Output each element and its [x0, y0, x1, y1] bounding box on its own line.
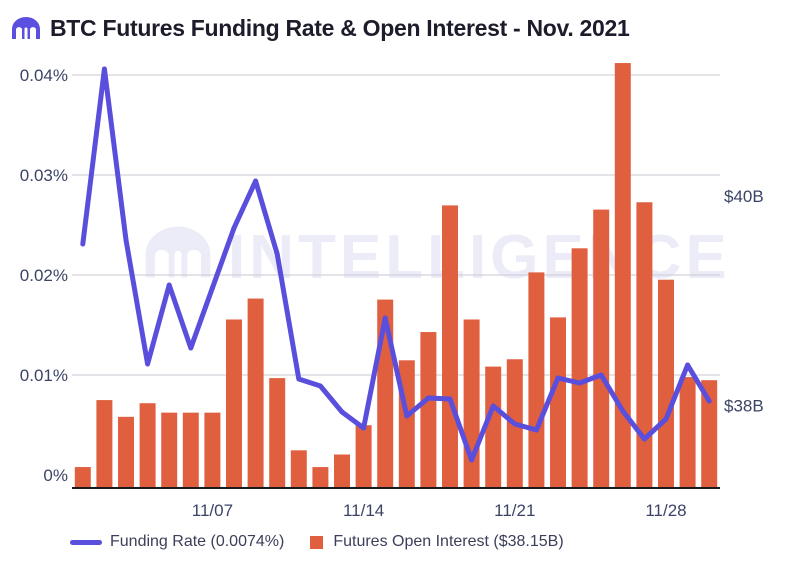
open-interest-bar[interactable]: [334, 454, 350, 488]
open-interest-bar[interactable]: [463, 319, 480, 488]
open-interest-bar[interactable]: [74, 467, 91, 488]
open-interest-bar[interactable]: [247, 298, 264, 488]
funding-rate-point[interactable]: [296, 376, 302, 382]
open-interest-bar[interactable]: [420, 332, 437, 488]
y-axis-left-ticks: 0% 0.01% 0.02% 0.03% 0.04%: [20, 66, 68, 485]
funding-rate-point[interactable]: [404, 413, 410, 419]
legend-label-funding-rate: Funding Rate (0.0074%): [110, 533, 285, 550]
funding-rate-point[interactable]: [598, 372, 604, 378]
open-interest-bar[interactable]: [593, 209, 610, 488]
open-interest-bar[interactable]: [139, 403, 156, 488]
watermark-logo-icon: [145, 226, 211, 278]
y-tick-label: 0.02%: [20, 266, 68, 285]
open-interest-bar[interactable]: [485, 366, 502, 488]
funding-rate-point[interactable]: [382, 315, 388, 321]
funding-rate-point[interactable]: [447, 396, 453, 402]
y-tick-label: 0.03%: [20, 166, 68, 185]
y-axis-right-ticks: $38B $40B: [724, 187, 764, 415]
x-axis-ticks: 11/07 11/14 11/21 11/28: [192, 501, 687, 520]
funding-rate-point[interactable]: [512, 421, 518, 427]
open-interest-bar[interactable]: [204, 412, 221, 488]
open-interest-bars: [74, 63, 718, 489]
funding-rate-point[interactable]: [663, 416, 669, 422]
funding-rate-point[interactable]: [642, 436, 647, 442]
open-interest-bar[interactable]: [226, 319, 242, 488]
funding-rate-point[interactable]: [145, 361, 151, 367]
y-tick-label: 0%: [43, 466, 68, 485]
funding-rate-point[interactable]: [361, 425, 366, 431]
open-interest-bar[interactable]: [442, 205, 458, 489]
x-tick-label: 11/28: [645, 501, 686, 520]
legend-item-open-interest[interactable]: Futures Open Interest ($38.15B): [310, 533, 564, 551]
open-interest-bar[interactable]: [290, 450, 307, 488]
funding-rate-point[interactable]: [620, 408, 626, 414]
funding-rate-point[interactable]: [469, 457, 474, 463]
funding-rate-point[interactable]: [166, 282, 172, 288]
open-interest-bar[interactable]: [96, 400, 113, 488]
y-right-tick-label: $40B: [724, 187, 764, 206]
funding-rate-point[interactable]: [555, 375, 561, 381]
legend-line-swatch: [70, 539, 102, 545]
open-interest-bar[interactable]: [550, 317, 566, 488]
open-interest-bar[interactable]: [679, 377, 696, 488]
funding-rate-point[interactable]: [274, 251, 280, 257]
funding-rate-point[interactable]: [80, 241, 86, 247]
open-interest-bar[interactable]: [269, 378, 286, 488]
open-interest-bar[interactable]: [571, 248, 588, 488]
open-interest-bar[interactable]: [312, 467, 329, 488]
funding-rate-series-line[interactable]: [80, 66, 712, 463]
legend-bar-swatch: [310, 535, 324, 549]
y-tick-label: 0.01%: [20, 366, 68, 385]
chart-title: BTC Futures Funding Rate & Open Interest…: [50, 14, 630, 41]
funding-rate-point[interactable]: [577, 380, 582, 386]
open-interest-bar[interactable]: [528, 272, 545, 488]
brand-logo-icon: [12, 17, 40, 39]
funding-rate-point[interactable]: [318, 383, 323, 389]
funding-rate-point[interactable]: [706, 398, 712, 404]
open-interest-bar[interactable]: [182, 412, 199, 488]
chart-legend: Funding Rate (0.0074%) Futures Open Inte…: [70, 533, 590, 551]
funding-rate-point[interactable]: [123, 237, 129, 243]
funding-rate-point[interactable]: [685, 362, 690, 368]
funding-rate-point[interactable]: [231, 225, 237, 231]
open-interest-bar[interactable]: [614, 63, 631, 488]
y-tick-label: 0.04%: [20, 66, 68, 85]
open-interest-bar[interactable]: [161, 412, 178, 488]
watermark-text: INTELLIGENCE: [228, 223, 731, 292]
funding-rate-point[interactable]: [490, 403, 496, 409]
funding-rate-point[interactable]: [426, 395, 431, 401]
x-tick-label: 11/07: [192, 501, 233, 520]
open-interest-bar[interactable]: [701, 380, 718, 488]
funding-rate-point[interactable]: [339, 409, 345, 415]
funding-rate-point[interactable]: [210, 285, 215, 291]
funding-rate-point[interactable]: [102, 66, 107, 72]
legend-item-funding-rate[interactable]: Funding Rate (0.0074%): [70, 533, 284, 551]
open-interest-bar[interactable]: [658, 279, 674, 488]
open-interest-bar[interactable]: [118, 416, 134, 488]
funding-rate-point[interactable]: [534, 427, 539, 433]
legend-label-open-interest: Futures Open Interest ($38.15B): [333, 533, 564, 550]
open-interest-bar[interactable]: [636, 202, 653, 488]
x-tick-label: 11/21: [494, 501, 535, 520]
open-interest-bar[interactable]: [355, 425, 372, 488]
x-tick-label: 11/14: [343, 501, 384, 520]
funding-rate-point[interactable]: [188, 345, 194, 351]
funding-rate-point[interactable]: [253, 178, 258, 184]
funding-rate-line: [80, 66, 712, 463]
chart-header: BTC Futures Funding Rate & Open Interest…: [10, 8, 630, 48]
y-right-tick-label: $38B: [724, 396, 764, 415]
